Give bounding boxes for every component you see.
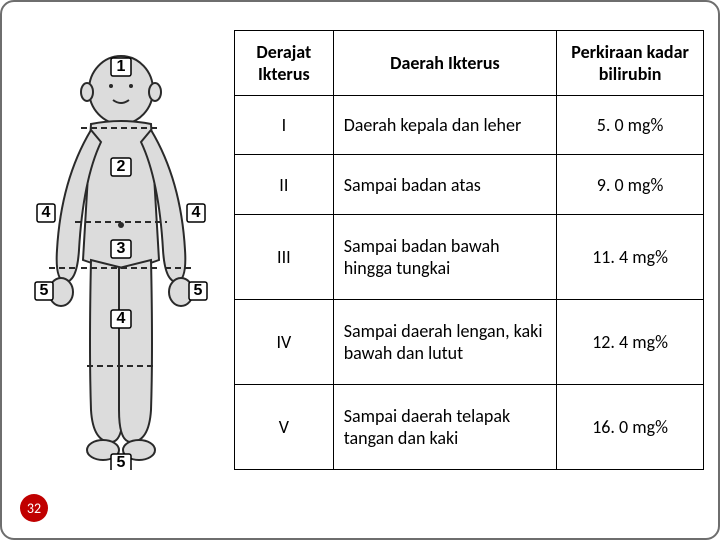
cell-level: V — [235, 384, 334, 469]
kramer-figure: .skin { fill:#dcdcdc; stroke:#2a2a2a; st… — [16, 30, 226, 470]
cell-level: IV — [235, 299, 334, 384]
cell-value: 16. 0 mg% — [557, 384, 704, 469]
table-row: I Daerah kepala dan leher 5. 0 mg% — [235, 96, 704, 155]
side-label-5-left: 5 — [40, 282, 49, 299]
zone-label-5: 5 — [117, 454, 126, 470]
col-bilirubin: Perkiraan kadar bilirubin — [557, 31, 704, 96]
cell-area: Sampai badan bawah hingga tungkai — [333, 214, 556, 299]
cell-value: 12. 4 mg% — [557, 299, 704, 384]
cell-value: 5. 0 mg% — [557, 96, 704, 155]
col-derajat: Derajat Ikterus — [235, 31, 334, 96]
page-number-badge: 32 — [20, 494, 48, 522]
zone-label-4: 4 — [117, 310, 126, 327]
cell-level: II — [235, 155, 334, 214]
cell-value: 9. 0 mg% — [557, 155, 704, 214]
cell-area: Sampai daerah lengan, kaki bawah dan lut… — [333, 299, 556, 384]
table-row: V Sampai daerah telapak tangan dan kaki … — [235, 384, 704, 469]
cell-area: Sampai daerah telapak tangan dan kaki — [333, 384, 556, 469]
side-label-4-right: 4 — [192, 204, 201, 221]
ikterus-table: Derajat Ikterus Daerah Ikterus Perkiraan… — [234, 30, 704, 470]
page-number: 32 — [27, 500, 41, 517]
table-row: III Sampai badan bawah hingga tungkai 11… — [235, 214, 704, 299]
zone-label-1: 1 — [117, 58, 126, 75]
cell-area: Sampai badan atas — [333, 155, 556, 214]
table-row: II Sampai badan atas 9. 0 mg% — [235, 155, 704, 214]
cell-value: 11. 4 mg% — [557, 214, 704, 299]
side-label-4-left: 4 — [42, 204, 51, 221]
infant-body-icon: .skin { fill:#dcdcdc; stroke:#2a2a2a; st… — [31, 50, 211, 470]
cell-area: Daerah kepala dan leher — [333, 96, 556, 155]
cell-level: I — [235, 96, 334, 155]
col-daerah: Daerah Ikterus — [333, 31, 556, 96]
table-header-row: Derajat Ikterus Daerah Ikterus Perkiraan… — [235, 31, 704, 96]
side-label-5-right: 5 — [194, 282, 203, 299]
zone-label-2: 2 — [117, 158, 126, 175]
table-row: IV Sampai daerah lengan, kaki bawah dan … — [235, 299, 704, 384]
cell-level: III — [235, 214, 334, 299]
zone-label-3: 3 — [117, 240, 126, 257]
